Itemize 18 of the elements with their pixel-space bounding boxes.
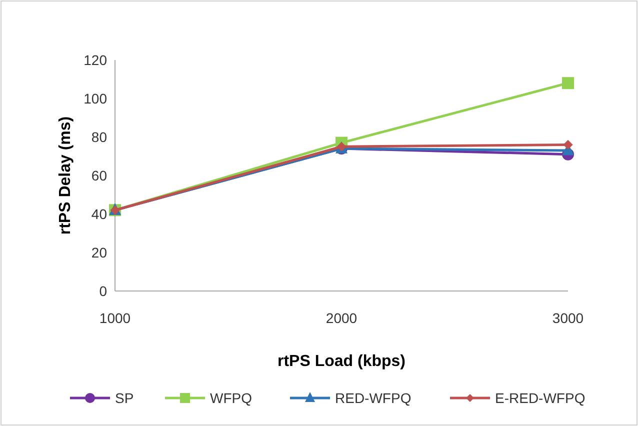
x-tick-label: 2000 (326, 310, 358, 326)
x-tick-label: 1000 (99, 310, 131, 326)
y-axis-title: rtPS Delay (ms) (57, 116, 74, 235)
x-tick-label: 3000 (552, 310, 584, 326)
x-axis-title: rtPS Load (kbps) (277, 353, 406, 370)
legend-label: RED-WFPQ (335, 390, 412, 406)
point (562, 77, 574, 90)
y-tick-label: 120 (84, 52, 108, 68)
y-tick-label: 60 (91, 167, 108, 184)
y-tick-label: 0 (99, 282, 108, 299)
point (563, 140, 573, 150)
y-tick-label: 20 (91, 244, 108, 260)
legend-label: E-RED-WFPQ (495, 390, 586, 406)
y-tick-label: 100 (84, 90, 108, 106)
y-tick-label: 80 (91, 128, 108, 145)
y-tick-label: 40 (91, 206, 108, 222)
legend-label: SP (115, 390, 134, 406)
legend-label: WFPQ (210, 390, 252, 406)
